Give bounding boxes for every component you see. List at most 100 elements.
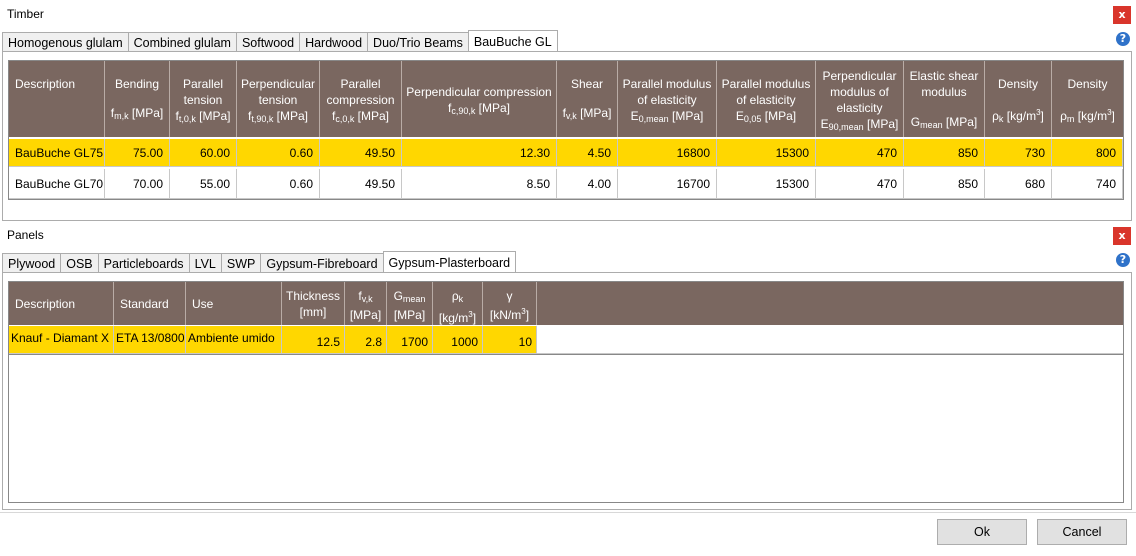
col-header-label: Description xyxy=(15,77,76,91)
col-header-label: γ xyxy=(506,289,513,303)
col-header-e90-mean[interactable]: Perpendicular modulus of elasticity E90,… xyxy=(816,61,904,137)
col-header-unit: fc,0,k [MPa] xyxy=(331,109,390,124)
col-header-gmean[interactable]: Gmean [MPa] xyxy=(387,282,433,325)
col-header-gamma[interactable]: γ [kN/m3] xyxy=(483,282,537,325)
col-header-unit: E0,05 [MPa] xyxy=(735,109,797,124)
table-cell[interactable]: 10 xyxy=(483,326,537,354)
col-header-unit: [MPa] xyxy=(349,308,382,322)
col-header-rho-k[interactable]: ρk [kg/m3] xyxy=(433,282,483,325)
table-cell[interactable]: Ambiente umido xyxy=(186,326,282,354)
table-cell[interactable]: 680 xyxy=(985,169,1052,199)
col-header-label: Parallel modulus of elasticity xyxy=(622,77,712,107)
col-header-label: Perpendicular tension xyxy=(240,77,316,107)
table-cell[interactable]: 4.50 xyxy=(557,139,618,167)
table-cell[interactable]: 15300 xyxy=(717,169,816,199)
tab-gypsum-fibreboard[interactable]: Gypsum-Fibreboard xyxy=(260,253,383,273)
col-header-label: Parallel compression xyxy=(326,77,395,107)
table-cell[interactable]: 1000 xyxy=(433,326,483,354)
panels-grid[interactable]: Description Standard Use Thickness [mm] … xyxy=(8,281,1124,503)
table-cell[interactable]: 12.5 xyxy=(282,326,345,354)
table-cell[interactable]: 16700 xyxy=(618,169,717,199)
table-row-filler xyxy=(537,326,1123,354)
table-cell[interactable]: 730 xyxy=(985,139,1052,167)
tab-gypsum-plasterboard[interactable]: Gypsum-Plasterboard xyxy=(382,251,517,274)
col-header-unit: E0,mean [MPa] xyxy=(630,109,704,124)
table-cell[interactable]: 850 xyxy=(904,139,985,167)
col-header-fvk[interactable]: fv,k [MPa] xyxy=(345,282,387,325)
col-header-unit: ft,0,k [MPa] xyxy=(175,109,231,124)
timber-close-button[interactable]: x xyxy=(1113,6,1131,24)
col-header-unit: ρm [kg/m3] xyxy=(1060,108,1115,124)
col-header-unit: fc,90,k [MPa] xyxy=(447,101,511,116)
col-header-label: Parallel tension xyxy=(182,77,224,107)
col-header-perpendicular-compression[interactable]: Perpendicular compression fc,90,k [MPa] xyxy=(402,61,557,137)
tab-baubuche-gl[interactable]: BauBuche GL xyxy=(467,30,558,53)
table-cell[interactable]: Knauf - Diamant X xyxy=(9,326,114,354)
tab-lvl[interactable]: LVL xyxy=(188,253,221,273)
table-cell[interactable]: 800 xyxy=(1052,139,1123,167)
tab-osb[interactable]: OSB xyxy=(60,253,98,273)
col-header-parallel-tension[interactable]: Parallel tension ft,0,k [MPa] xyxy=(170,61,237,137)
table-cell[interactable]: 470 xyxy=(816,139,904,167)
table-cell[interactable]: 49.50 xyxy=(320,139,402,167)
tab-duo-trio-beams[interactable]: Duo/Trio Beams xyxy=(367,32,468,52)
grid-divider xyxy=(9,354,1123,355)
panels-help-icon[interactable]: ? xyxy=(1116,253,1130,267)
col-header-unit: ft,90,k [MPa] xyxy=(247,109,309,124)
cancel-button[interactable]: Cancel xyxy=(1037,519,1127,545)
col-header-thickness[interactable]: Thickness [mm] xyxy=(282,282,345,325)
table-cell[interactable]: 12.30 xyxy=(402,139,557,167)
table-cell[interactable]: 0.60 xyxy=(237,169,320,199)
col-header-standard[interactable]: Standard xyxy=(114,282,186,325)
tab-particleboards[interactable]: Particleboards xyxy=(97,253,189,273)
col-header-shear-modulus[interactable]: Elastic shear modulus Gmean [MPa] xyxy=(904,61,985,137)
table-cell[interactable]: 740 xyxy=(1052,169,1123,199)
panels-close-button[interactable]: x xyxy=(1113,227,1131,245)
table-cell[interactable]: BauBuche GL70 xyxy=(9,169,105,199)
col-header-label: fv,k xyxy=(358,289,373,304)
table-cell[interactable]: 4.00 xyxy=(557,169,618,199)
col-header-unit: [kg/m3] xyxy=(438,310,477,325)
table-cell[interactable]: 1700 xyxy=(387,326,433,354)
timber-help-icon[interactable]: ? xyxy=(1116,32,1130,46)
col-header-parallel-compression[interactable]: Parallel compression fc,0,k [MPa] xyxy=(320,61,402,137)
timber-grid[interactable]: Description Bending fm,k [MPa] Parallel … xyxy=(8,60,1124,200)
table-cell[interactable]: 0.60 xyxy=(237,139,320,167)
table-cell[interactable]: 2.8 xyxy=(345,326,387,354)
tab-hardwood[interactable]: Hardwood xyxy=(299,32,368,52)
table-cell[interactable]: 16800 xyxy=(618,139,717,167)
table-cell[interactable]: 15300 xyxy=(717,139,816,167)
tab-plywood[interactable]: Plywood xyxy=(2,253,61,273)
col-header-description[interactable]: Description xyxy=(9,282,114,325)
ok-button[interactable]: Ok xyxy=(937,519,1027,545)
col-header-shear[interactable]: Shear fv,k [MPa] xyxy=(557,61,618,137)
col-header-bending[interactable]: Bending fm,k [MPa] xyxy=(105,61,170,137)
table-cell[interactable]: 60.00 xyxy=(170,139,237,167)
table-cell[interactable]: BauBuche GL75 xyxy=(9,139,105,167)
table-cell[interactable]: 75.00 xyxy=(105,139,170,167)
table-cell[interactable]: 850 xyxy=(904,169,985,199)
tab-combined-glulam[interactable]: Combined glulam xyxy=(127,32,236,52)
tab-swp[interactable]: SWP xyxy=(220,253,261,273)
table-cell[interactable]: 55.00 xyxy=(170,169,237,199)
col-header-density-k[interactable]: Density ρk [kg/m3] xyxy=(985,61,1052,137)
col-header-description[interactable]: Description xyxy=(9,61,105,137)
col-header-e0-05[interactable]: Parallel modulus of elasticity E0,05 [MP… xyxy=(717,61,816,137)
col-header-label: Parallel modulus of elasticity xyxy=(721,77,811,107)
col-header-label: Thickness xyxy=(285,289,341,303)
table-cell[interactable]: ETA 13/0800 xyxy=(114,326,186,354)
table-cell[interactable]: 49.50 xyxy=(320,169,402,199)
table-cell[interactable]: 70.00 xyxy=(105,169,170,199)
col-header-use[interactable]: Use xyxy=(186,282,282,325)
table-cell[interactable]: 8.50 xyxy=(402,169,557,199)
col-header-unit: E90,mean [MPa] xyxy=(820,117,899,132)
col-header-e0-mean[interactable]: Parallel modulus of elasticity E0,mean [… xyxy=(618,61,717,137)
tab-softwood[interactable]: Softwood xyxy=(235,32,300,52)
col-header-label: Gmean xyxy=(393,289,426,304)
col-header-density-m[interactable]: Density ρm [kg/m3] xyxy=(1052,61,1123,137)
col-header-perpendicular-tension[interactable]: Perpendicular tension ft,90,k [MPa] xyxy=(237,61,320,137)
tab-homogenous-glulam[interactable]: Homogenous glulam xyxy=(2,32,128,52)
table-cell[interactable]: 470 xyxy=(816,169,904,199)
timber-section-title: Timber xyxy=(7,7,44,21)
col-header-label: Perpendicular modulus of elasticity xyxy=(822,69,897,115)
